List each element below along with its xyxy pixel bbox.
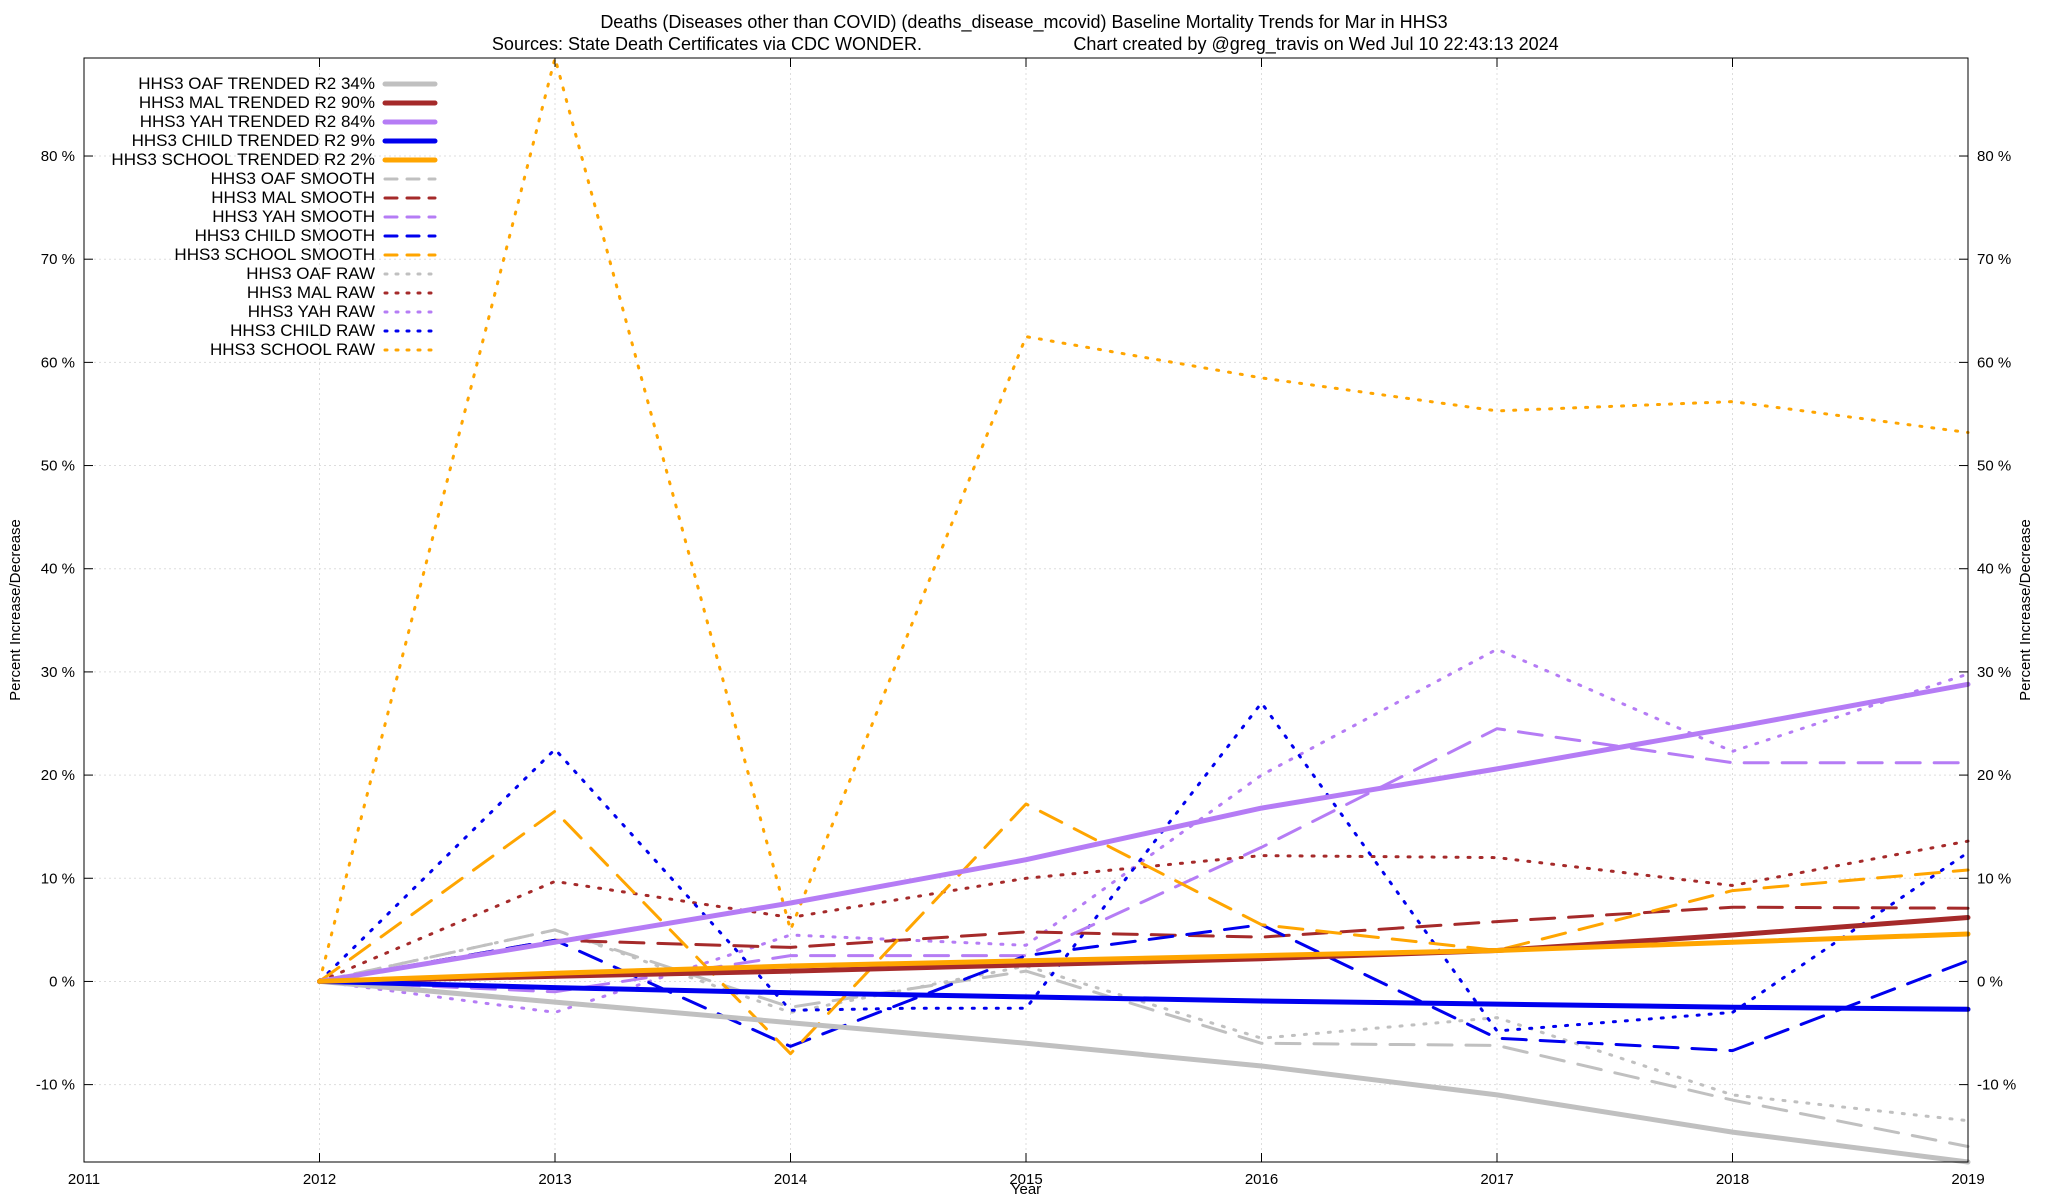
x-tick-label: 2015 (1009, 1171, 1042, 1188)
y-axis-label-left: Percent Increase/Decrease (7, 519, 24, 701)
series-line-7 (318, 727, 1970, 994)
y-tick-label-left: -10 % (36, 1077, 75, 1094)
x-tick-label: 2014 (774, 1171, 807, 1188)
legend: HHS3 OAF TRENDED R2 34%HHS3 MAL TRENDED … (111, 74, 438, 359)
x-tick-label: 2013 (538, 1171, 571, 1188)
legend-label: HHS3 CHILD RAW (230, 321, 375, 340)
x-tick-label: 2017 (1480, 1171, 1513, 1188)
legend-label: HHS3 SCHOOL SMOOTH (174, 245, 375, 264)
x-tick-label: 2018 (1716, 1171, 1749, 1188)
y-tick-label-right: 50 % (1977, 458, 2011, 475)
y-tick-label-right: 60 % (1977, 354, 2011, 371)
series-line-14 (318, 56, 1970, 983)
y-tick-label-left: 10 % (41, 870, 75, 887)
chart-title-sources: Sources: State Death Certificates via CD… (492, 34, 922, 54)
x-tick-label: 2012 (303, 1171, 336, 1188)
y-tick-label-right: 30 % (1977, 664, 2011, 681)
ticks: 2011 2012 2013 2014 2015 2016 2017 2018 2019 -10 … (36, 58, 2016, 1188)
y-tick-label-left: 60 % (41, 354, 75, 371)
y-tick-label-left: 20 % (41, 767, 75, 784)
y-tick-label-right: 70 % (1977, 251, 2011, 268)
series-line-1 (317, 915, 1971, 984)
series-line-9 (318, 802, 1970, 1056)
y-tick-label-left: 50 % (41, 458, 75, 475)
y-tick-label-left: 80 % (41, 148, 75, 165)
legend-label: HHS3 SCHOOL TRENDED R2 2% (111, 150, 375, 169)
legend-label: HHS3 YAH SMOOTH (212, 207, 375, 226)
legend-label: HHS3 MAL SMOOTH (211, 188, 375, 207)
legend-label: HHS3 OAF RAW (246, 264, 375, 283)
series-line-8 (318, 923, 1970, 1053)
y-tick-label-right: -10 % (1977, 1077, 2016, 1094)
legend-label: HHS3 YAH TRENDED R2 84% (140, 112, 375, 131)
series-layer (317, 56, 1971, 1165)
series-line-2 (317, 681, 1971, 984)
legend-label: HHS3 CHILD TRENDED R2 9% (132, 131, 375, 150)
y-tick-label-right: 0 % (1977, 973, 2003, 990)
series-line-12 (318, 647, 1970, 1014)
legend-label: HHS3 YAH RAW (248, 302, 375, 321)
series-line-11 (318, 839, 1970, 983)
legend-label: HHS3 OAF SMOOTH (211, 169, 375, 188)
legend-label: HHS3 MAL TRENDED R2 90% (139, 93, 375, 112)
legend-label: HHS3 CHILD SMOOTH (195, 226, 375, 245)
chart-title-credit: Chart created by @greg_travis on Wed Jul… (1073, 34, 1558, 55)
x-axis-label: Year (1011, 1181, 1041, 1198)
series-line-4 (317, 931, 1971, 984)
chart-title-line1: Deaths (Diseases other than COVID) (deat… (600, 12, 1447, 33)
y-tick-label-left: 0 % (49, 973, 75, 990)
series-line-0 (317, 978, 1971, 1165)
x-tick-label: 2011 (68, 1171, 100, 1188)
y-tick-label-right: 40 % (1977, 561, 2011, 578)
series-line-10 (318, 928, 1970, 1123)
x-tick-label: 2016 (1245, 1171, 1278, 1188)
series-line-6 (318, 905, 1970, 983)
x-tick-label: 2019 (1951, 1171, 1984, 1188)
y-tick-label-right: 10 % (1977, 870, 2011, 887)
y-tick-label-right: 20 % (1977, 767, 2011, 784)
y-tick-label-left: 30 % (41, 664, 75, 681)
series-line-3 (317, 978, 1971, 1012)
legend-label: HHS3 SCHOOL RAW (210, 340, 375, 359)
y-axis-label-right: Percent Increase/Decrease (2017, 519, 2034, 701)
legend-label: HHS3 MAL RAW (247, 283, 375, 302)
y-tick-label-right: 80 % (1977, 148, 2011, 165)
y-tick-label-left: 40 % (41, 561, 75, 578)
y-tick-label-left: 70 % (41, 251, 75, 268)
legend-label: HHS3 OAF TRENDED R2 34% (138, 74, 375, 93)
